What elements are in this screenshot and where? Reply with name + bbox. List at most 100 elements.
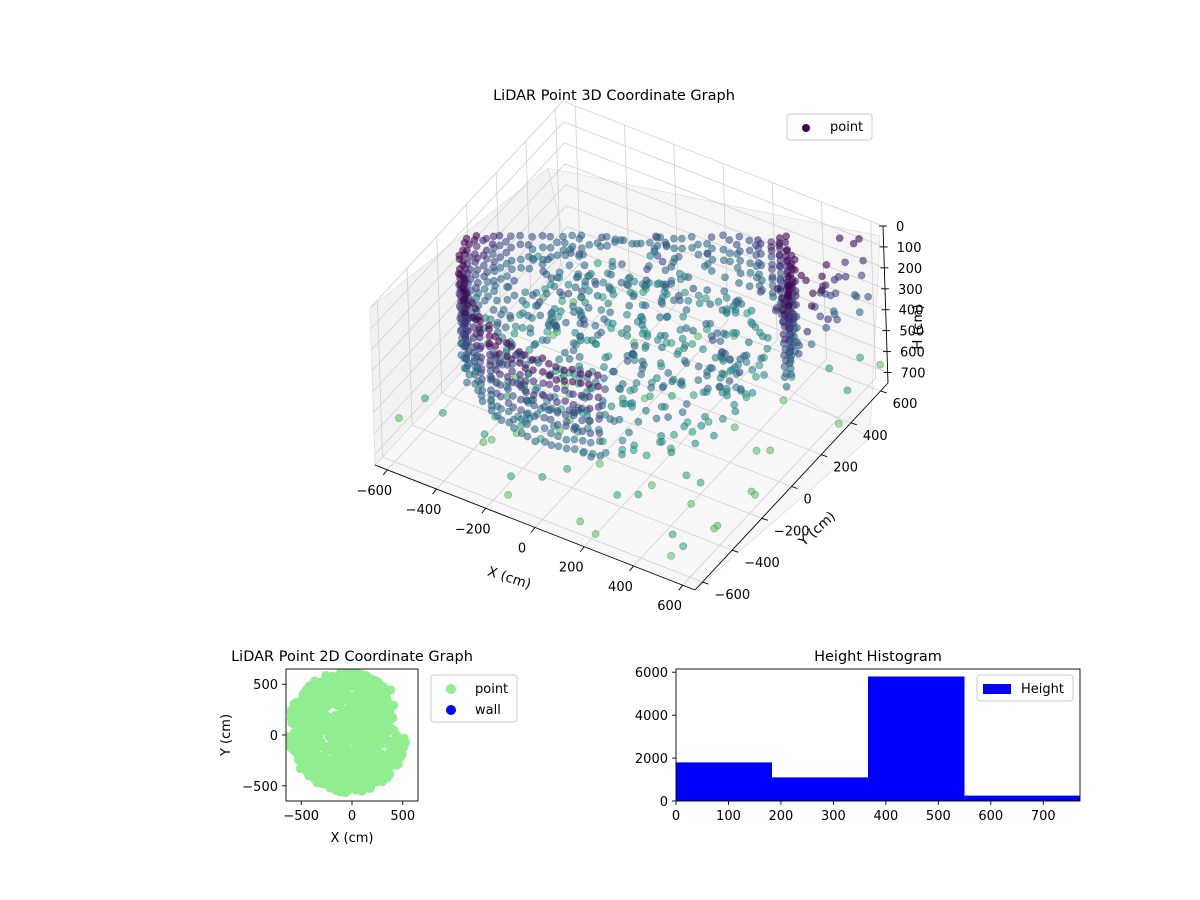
- point-3d: [599, 278, 608, 287]
- point-3d: [747, 306, 756, 315]
- grid-line: [370, 121, 564, 330]
- point-3d: [689, 391, 698, 399]
- point-2d: [342, 672, 352, 681]
- point-2d: [392, 759, 402, 769]
- point-3d: [461, 341, 470, 349]
- point-3d: [658, 257, 667, 266]
- point-3d: [523, 420, 531, 428]
- point-3d: [576, 517, 585, 526]
- point-3d: [584, 370, 593, 378]
- point-3d: [825, 364, 834, 373]
- point-3d: [679, 542, 688, 551]
- point-3d: [768, 272, 777, 281]
- point-3d: [458, 284, 466, 293]
- point-3d: [694, 240, 702, 249]
- point-3d: [696, 478, 705, 487]
- chart-2d: LiDAR Point 2D Coordinate Graph −500 0 500…: [219, 649, 518, 846]
- point-3d: [726, 249, 734, 258]
- point-3d: [529, 391, 538, 399]
- point-3d: [501, 323, 510, 332]
- point-3d: [834, 419, 843, 428]
- point-3d: [721, 273, 729, 282]
- point-2d: [304, 753, 314, 763]
- point-3d: [704, 384, 712, 393]
- histogram-bar-4: [964, 795, 1080, 801]
- point-3d: [479, 261, 488, 270]
- point-3d: [601, 385, 609, 394]
- histogram-bar-2: [772, 777, 868, 801]
- point-3d: [701, 412, 709, 421]
- point-3d: [593, 371, 602, 380]
- point-3d: [694, 362, 703, 371]
- point-3d: [643, 265, 651, 274]
- points-2d: [286, 669, 411, 798]
- point-3d: [629, 446, 638, 455]
- point-3d: [817, 286, 826, 295]
- point-2d: [359, 675, 369, 685]
- point-3d: [581, 298, 589, 307]
- point-3d: [833, 315, 841, 324]
- point-3d: [508, 378, 517, 387]
- point-3d: [855, 234, 863, 243]
- point-3d: [731, 407, 740, 416]
- point-3d: [781, 345, 790, 354]
- point-3d: [554, 442, 563, 451]
- point-3d: [510, 291, 519, 300]
- point-3d: [581, 277, 590, 286]
- point-3d: [569, 346, 578, 355]
- chart-3d-title: LiDAR Point 3D Coordinate Graph: [493, 88, 735, 104]
- point-2d: [367, 696, 377, 706]
- point-2d: [293, 702, 303, 712]
- point-3d: [634, 417, 643, 426]
- point-3d: [781, 335, 789, 344]
- point-3d: [719, 414, 727, 423]
- point-3d: [578, 416, 586, 425]
- point-3d: [394, 414, 403, 422]
- point-3d: [657, 297, 666, 306]
- point-2d: [355, 721, 365, 731]
- point-3d: [575, 352, 584, 361]
- point-3d: [576, 369, 585, 378]
- point-3d: [682, 306, 691, 314]
- point-3d: [662, 338, 671, 347]
- point-3d: [561, 348, 569, 357]
- grid-line: [382, 456, 703, 583]
- point-3d: [849, 239, 858, 248]
- point-3d: [718, 369, 727, 378]
- point-3d: [601, 353, 610, 362]
- x-tick-label-hist: 600: [978, 809, 1003, 824]
- point-3d: [756, 287, 765, 296]
- point-3d: [521, 376, 530, 385]
- point-3d: [455, 255, 464, 264]
- point-3d: [706, 300, 715, 308]
- point-3d: [552, 384, 561, 393]
- point-3d: [664, 369, 673, 377]
- point-2d: [395, 752, 405, 762]
- point-3d: [667, 262, 676, 271]
- x-tick-label-hist: 100: [716, 809, 741, 824]
- histogram-legend: Height: [976, 674, 1074, 702]
- point-3d: [718, 347, 726, 356]
- point-3d: [807, 302, 816, 310]
- point-2d: [373, 709, 383, 719]
- point-2d: [370, 679, 380, 689]
- point-3d: [539, 267, 548, 276]
- point-3d: [504, 385, 512, 393]
- y-tick-label-3d: 400: [863, 429, 888, 444]
- point-3d: [562, 435, 571, 444]
- x-tick-3d: [678, 584, 684, 591]
- point-3d: [668, 530, 677, 539]
- point-3d: [521, 351, 529, 359]
- point-3d: [485, 339, 494, 348]
- point-3d: [709, 336, 717, 344]
- point-3d: [822, 323, 831, 332]
- point-3d: [584, 303, 593, 312]
- point-3d: [609, 290, 618, 299]
- point-3d: [531, 437, 540, 446]
- point-3d: [473, 363, 482, 372]
- point-2d: [369, 776, 379, 786]
- point-3d: [569, 411, 578, 420]
- point-3d: [735, 232, 744, 241]
- point-3d: [495, 359, 504, 368]
